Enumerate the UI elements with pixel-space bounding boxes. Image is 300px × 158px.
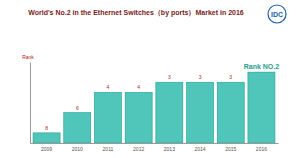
x-tick-label: 2013 — [164, 146, 175, 152]
bar — [248, 72, 275, 143]
data-label: 8 — [45, 125, 48, 131]
bar — [33, 133, 60, 143]
bar — [187, 82, 214, 143]
data-label: 3 — [168, 74, 171, 80]
x-tick-label: 2015 — [225, 146, 236, 152]
logo: IDC — [268, 5, 286, 23]
y-axis-title: Rank — [22, 54, 34, 60]
x-tick: 2014 — [194, 143, 205, 152]
x-axis-line — [31, 143, 279, 144]
bar — [125, 92, 152, 143]
y-axis-line — [30, 63, 31, 144]
bars — [33, 72, 275, 143]
x-axis: 2009 2010 2011 2012 2013 2014 2015 2016 — [31, 143, 279, 152]
data-label: 4 — [137, 84, 140, 90]
logo-text: IDC — [271, 11, 283, 18]
chart: World's No.2 in the Ethernet Switches（by… — [0, 0, 300, 158]
data-label: Rank NO.2 — [244, 63, 280, 70]
x-tick: 2013 — [164, 143, 175, 152]
data-label: 4 — [107, 84, 110, 90]
title: World's No.2 in the Ethernet Switches（by… — [28, 9, 244, 17]
bar — [94, 92, 121, 143]
x-tick-label: 2010 — [72, 146, 83, 152]
x-tick-label: 2009 — [41, 146, 52, 152]
x-tick-label: 2012 — [133, 146, 144, 152]
y-axis — [30, 63, 31, 144]
data-labels: 8 6 4 4 3 3 3 Rank NO.2 — [45, 63, 279, 131]
x-tick-label: 2014 — [194, 146, 205, 152]
x-tick: 2015 — [225, 143, 236, 152]
x-tick: 2009 — [41, 143, 52, 152]
data-label: 3 — [229, 74, 232, 80]
data-label: 3 — [199, 74, 202, 80]
x-tick: 2012 — [133, 143, 144, 152]
x-tick: 2011 — [103, 143, 114, 152]
data-label: 6 — [76, 105, 79, 111]
logo-ring — [268, 5, 286, 23]
x-tick-label: 2011 — [103, 146, 114, 152]
bar — [156, 82, 183, 143]
x-tick: 2016 — [256, 143, 267, 152]
x-tick: 2010 — [72, 143, 83, 152]
x-tick-label: 2016 — [256, 146, 267, 152]
bar — [64, 113, 91, 143]
plot: 2009 2010 2011 2012 2013 2014 2015 2016 Rank 8 6 4 4… — [22, 54, 279, 152]
bar — [217, 82, 244, 143]
